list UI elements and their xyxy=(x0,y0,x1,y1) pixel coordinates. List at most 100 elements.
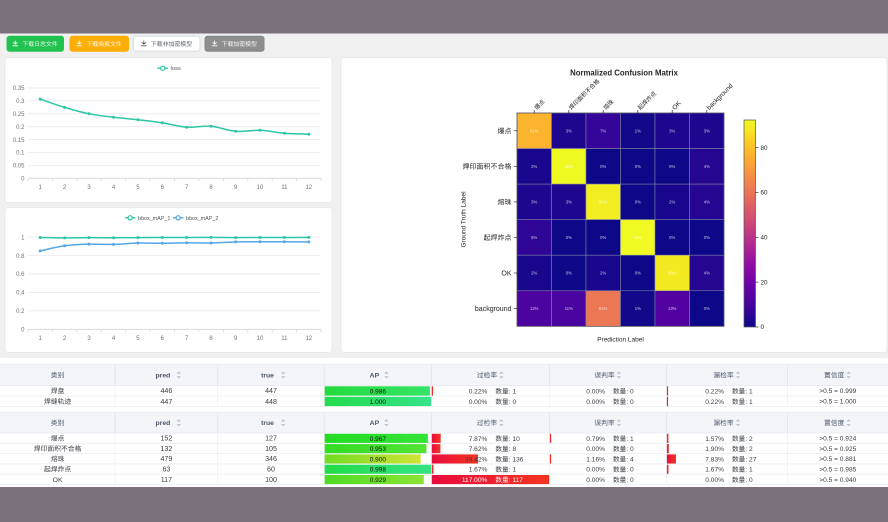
svg-text:0.35: 0.35 xyxy=(13,86,25,92)
svg-text:447: 447 xyxy=(265,387,277,395)
svg-text:89%: 89% xyxy=(668,271,677,276)
svg-text:: 0: : 0 xyxy=(509,399,517,406)
svg-text:92%: 92% xyxy=(565,164,574,169)
svg-text:3%: 3% xyxy=(704,128,710,133)
svg-text:true: true xyxy=(261,420,274,427)
svg-text:11: 11 xyxy=(281,185,288,191)
svg-text:9: 9 xyxy=(234,336,238,342)
svg-text:6%: 6% xyxy=(531,235,537,240)
svg-text:pred: pred xyxy=(156,420,171,427)
svg-text:2: 2 xyxy=(63,336,67,342)
svg-text:8: 8 xyxy=(209,185,213,191)
svg-text:4: 4 xyxy=(112,336,116,342)
svg-text:0.00%: 0.00% xyxy=(586,467,605,474)
svg-text:60: 60 xyxy=(267,466,275,474)
svg-text:: 1: : 1 xyxy=(509,467,517,474)
svg-text:OK: OK xyxy=(501,270,511,277)
svg-text:0.00%: 0.00% xyxy=(586,446,605,453)
svg-text:7.62%: 7.62% xyxy=(469,446,488,453)
svg-text:7.87%: 7.87% xyxy=(469,436,488,443)
svg-text:10: 10 xyxy=(257,336,264,342)
svg-text:true: true xyxy=(261,372,274,379)
svg-text:>0.5 = 0.924: >0.5 = 0.924 xyxy=(819,436,856,443)
svg-text:2%: 2% xyxy=(600,271,606,276)
svg-text:61%: 61% xyxy=(599,306,608,311)
svg-text:127: 127 xyxy=(265,435,277,443)
svg-text:2%: 2% xyxy=(531,164,537,169)
svg-text:1.16%: 1.16% xyxy=(586,456,605,463)
svg-text:4%: 4% xyxy=(704,271,710,276)
svg-text:0.00%: 0.00% xyxy=(586,477,605,484)
svg-text:0%: 0% xyxy=(566,271,572,276)
svg-text:AP: AP xyxy=(370,420,380,427)
svg-text:2%: 2% xyxy=(669,200,675,205)
svg-text:0.22%: 0.22% xyxy=(705,388,724,395)
svg-text:Prediction Label: Prediction Label xyxy=(597,337,644,344)
svg-text:bbox_mAP_2: bbox_mAP_2 xyxy=(186,216,218,222)
svg-text:3%: 3% xyxy=(531,200,537,205)
svg-text:63: 63 xyxy=(162,466,170,474)
svg-text:5: 5 xyxy=(136,336,140,342)
svg-text:0: 0 xyxy=(761,324,765,331)
svg-text:5: 5 xyxy=(136,185,140,191)
svg-text:6: 6 xyxy=(161,336,165,342)
svg-text:12%: 12% xyxy=(530,306,539,311)
svg-text:: 0: : 0 xyxy=(626,477,634,484)
svg-text:pred: pred xyxy=(156,372,171,379)
svg-text:: 0: : 0 xyxy=(626,388,634,395)
svg-text:1%: 1% xyxy=(635,128,641,133)
svg-text:: 8: : 8 xyxy=(509,446,517,453)
svg-text:0.900: 0.900 xyxy=(370,456,387,463)
svg-text:2: 2 xyxy=(63,185,67,191)
svg-text:4%: 4% xyxy=(704,200,710,205)
svg-text:7: 7 xyxy=(185,336,189,342)
svg-text:13%: 13% xyxy=(668,306,677,311)
svg-text:AP: AP xyxy=(370,372,380,379)
svg-text:0.986: 0.986 xyxy=(370,388,387,395)
svg-text:0%: 0% xyxy=(600,164,606,169)
svg-text:60: 60 xyxy=(761,190,769,197)
svg-text:1: 1 xyxy=(21,235,25,241)
svg-text:>0.5 = 0.940: >0.5 = 0.940 xyxy=(819,477,856,484)
svg-text:0.00%: 0.00% xyxy=(469,399,488,406)
svg-text:0%: 0% xyxy=(566,235,572,240)
svg-text:479: 479 xyxy=(160,455,172,463)
svg-text:1.67%: 1.67% xyxy=(705,467,724,474)
svg-text:0: 0 xyxy=(21,328,25,334)
svg-text:1: 1 xyxy=(39,336,43,342)
svg-text:0%: 0% xyxy=(669,235,675,240)
svg-text:loss: loss xyxy=(171,66,181,72)
svg-text:0: 0 xyxy=(21,177,25,183)
svg-text:117.00%: 117.00% xyxy=(462,477,488,484)
svg-text:1.57%: 1.57% xyxy=(705,436,724,443)
svg-text:OK: OK xyxy=(53,477,63,484)
svg-text:>0.5 = 0.999: >0.5 = 0.999 xyxy=(819,388,856,395)
svg-text:446: 446 xyxy=(160,387,172,395)
svg-text:3%: 3% xyxy=(669,128,675,133)
svg-text:152: 152 xyxy=(160,435,172,443)
svg-text:Normalized Confusion Matrix: Normalized Confusion Matrix xyxy=(570,69,679,78)
svg-text:: 4: : 4 xyxy=(626,456,634,463)
svg-text:0.8: 0.8 xyxy=(16,254,25,260)
svg-text:: 1: : 1 xyxy=(626,436,634,443)
svg-text:0.00%: 0.00% xyxy=(586,399,605,406)
svg-text:: 0: : 0 xyxy=(626,446,634,453)
svg-text:0.967: 0.967 xyxy=(370,436,387,443)
svg-text:132: 132 xyxy=(160,445,172,453)
svg-text:>0.5 = 1.000: >0.5 = 1.000 xyxy=(819,399,856,406)
svg-text:3: 3 xyxy=(87,336,91,342)
svg-text:80: 80 xyxy=(761,145,769,152)
svg-text:8: 8 xyxy=(209,336,213,342)
svg-text:11%: 11% xyxy=(565,306,573,311)
svg-text:: 2: : 2 xyxy=(745,446,753,453)
svg-text:background: background xyxy=(475,306,512,313)
svg-text:0.1: 0.1 xyxy=(16,151,25,157)
svg-text:0%: 0% xyxy=(600,235,606,240)
svg-text:0%: 0% xyxy=(635,164,641,169)
svg-text:0.22%: 0.22% xyxy=(705,399,724,406)
svg-text:0.05: 0.05 xyxy=(13,164,25,170)
svg-text:0.953: 0.953 xyxy=(370,446,387,453)
svg-text:3: 3 xyxy=(87,185,91,191)
svg-text:12: 12 xyxy=(305,336,312,342)
svg-text:105: 105 xyxy=(265,445,277,453)
